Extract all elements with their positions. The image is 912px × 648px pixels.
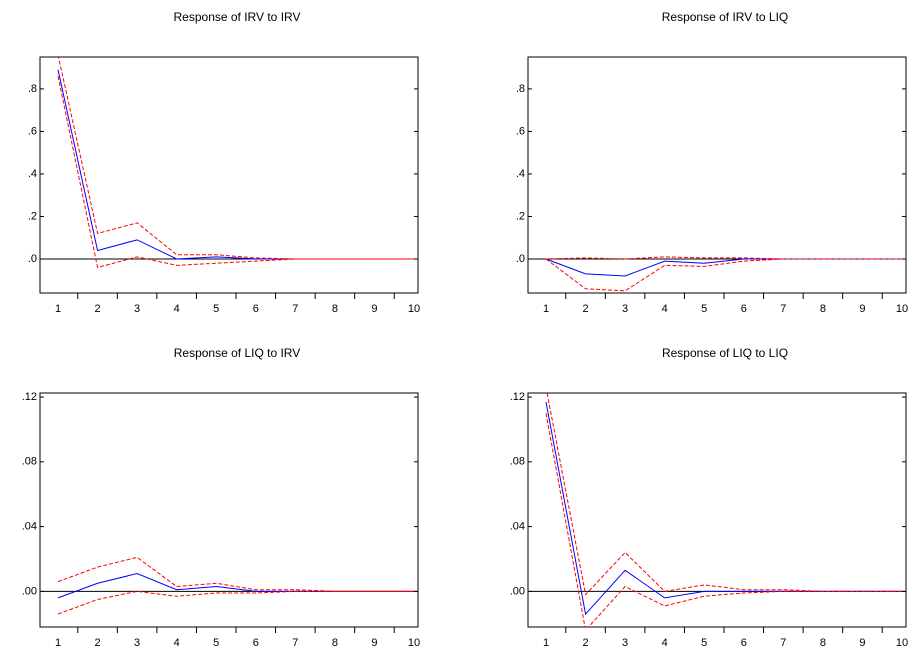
x-tick-label: 10 [408, 637, 420, 648]
band-line [57, 76, 414, 269]
x-tick-label: 7 [292, 637, 298, 648]
x-tick-label: 9 [371, 303, 377, 315]
y-tick-label: .2 [28, 210, 37, 222]
response-line [57, 69, 414, 260]
x-tick-label: 8 [332, 303, 338, 315]
y-tick-label: .0 [516, 253, 525, 265]
y-tick-label: .00 [22, 585, 37, 597]
y-tick-label: .12 [510, 391, 525, 403]
x-tick-label: 5 [701, 303, 707, 315]
x-tick-label: 10 [408, 303, 420, 315]
band-line [57, 590, 414, 615]
x-tick-label: 10 [896, 637, 908, 648]
x-tick-label: 9 [859, 303, 865, 315]
chart-title: Response of IRV to IRV [174, 10, 301, 24]
x-tick-label: 1 [55, 303, 61, 315]
x-tick-label: 7 [780, 303, 786, 315]
x-tick-label: 9 [859, 637, 865, 648]
panel: Response of LIQ to LIQ .00 .04 .08 .12 1 2 3 4 5 6… [510, 346, 908, 648]
x-tick-label: 1 [543, 303, 549, 315]
x-tick-label: 8 [820, 637, 826, 648]
y-tick-label: .8 [516, 83, 525, 95]
x-tick-label: 5 [701, 637, 707, 648]
x-tick-label: 5 [213, 637, 219, 648]
x-tick-label: 6 [741, 637, 747, 648]
x-tick-label: 8 [820, 303, 826, 315]
plot-frame [527, 56, 907, 294]
response-line [57, 573, 414, 599]
x-tick-label: 7 [780, 637, 786, 648]
x-tick-label: 6 [253, 303, 259, 315]
y-tick-label: .04 [510, 521, 525, 533]
x-tick-label: 3 [622, 303, 628, 315]
x-tick-label: 3 [134, 637, 140, 648]
x-tick-label: 2 [94, 637, 100, 648]
x-tick-label: 7 [292, 303, 298, 315]
x-tick-label: 3 [622, 637, 628, 648]
chart-title: Response of IRV to LIQ [662, 10, 789, 24]
x-tick-label: 4 [174, 637, 180, 648]
band-line [57, 556, 414, 592]
x-tick-label: 3 [134, 303, 140, 315]
plot-frame [527, 392, 907, 628]
x-tick-label: 9 [371, 637, 377, 648]
x-tick-label: 1 [543, 637, 549, 648]
x-tick-label: 8 [332, 637, 338, 648]
x-tick-label: 2 [582, 637, 588, 648]
band-line [57, 57, 414, 260]
response-line [545, 258, 902, 277]
y-tick-label: .04 [22, 521, 37, 533]
panel: Response of LIQ to IRV .00 .04 .08 .12 1 2 3 4 5 6… [22, 346, 420, 648]
plot-frame [39, 56, 419, 294]
y-tick-label: .0 [28, 253, 37, 265]
y-tick-label: .4 [28, 168, 37, 180]
band-line [546, 393, 902, 596]
y-tick-label: .6 [28, 125, 37, 137]
x-tick-label: 4 [174, 303, 180, 315]
x-tick-label: 10 [896, 303, 908, 315]
x-tick-label: 2 [94, 303, 100, 315]
panel: Response of IRV to IRV .0 .2 .4 .6 .8 1 2 3 4 5 6 7 8… [28, 10, 420, 315]
panel: Response of IRV to LIQ .0 .2 .4 .6 .8 1 2 3 4 5 6 7 8… [516, 10, 908, 315]
y-tick-label: .6 [516, 125, 525, 137]
y-tick-label: .08 [510, 456, 525, 468]
x-tick-label: 1 [55, 637, 61, 648]
x-tick-label: 4 [662, 637, 668, 648]
y-tick-label: .2 [516, 210, 525, 222]
chart-title: Response of LIQ to LIQ [662, 346, 788, 360]
y-tick-label: .00 [510, 585, 525, 597]
band-line [545, 413, 902, 627]
y-tick-label: .12 [22, 391, 37, 403]
chart-title: Response of LIQ to IRV [174, 346, 301, 360]
y-tick-label: .8 [28, 83, 37, 95]
x-tick-label: 4 [662, 303, 668, 315]
x-tick-label: 6 [741, 303, 747, 315]
x-tick-label: 2 [582, 303, 588, 315]
x-tick-label: 5 [213, 303, 219, 315]
response-line [545, 401, 902, 616]
y-tick-label: .4 [516, 168, 525, 180]
y-tick-label: .08 [22, 456, 37, 468]
x-tick-label: 6 [253, 637, 259, 648]
plot-frame [39, 392, 419, 628]
band-line [545, 258, 902, 292]
